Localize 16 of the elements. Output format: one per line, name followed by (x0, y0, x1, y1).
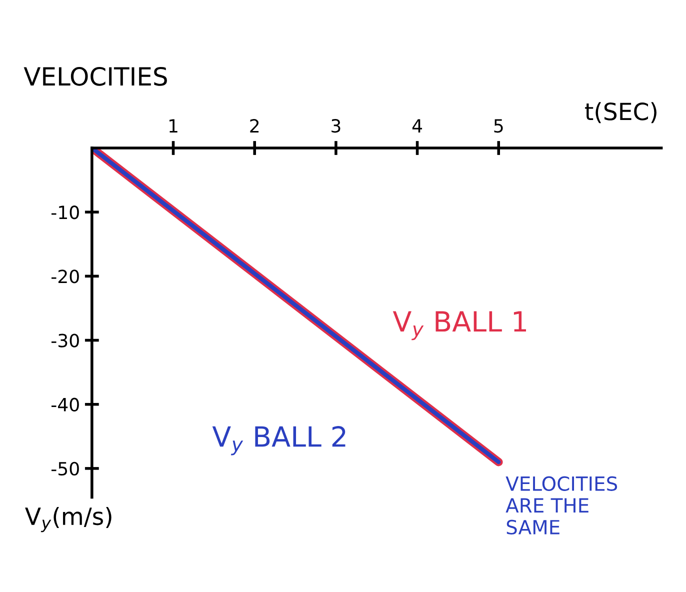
y-tick-label: -30 (52, 334, 79, 348)
text: V$_{y}$ BALL 2 (212, 426, 346, 456)
x-tick-label: 4 (412, 119, 422, 132)
x-tick-label: 2 (250, 119, 259, 132)
y-tick-label: -10 (52, 206, 79, 220)
x-tick-label: 1 (170, 119, 178, 132)
x-axis-title: t(SEC) (585, 102, 656, 124)
y-tick-label: -50 (52, 462, 79, 476)
y-tick-label: -40 (52, 398, 79, 412)
series-label: V$_{y}$ BALL 1 (392, 311, 526, 340)
annotation: VELOCITIES ARE THE SAME (506, 476, 618, 535)
x-tick-label: 3 (332, 119, 340, 133)
x-tick-label: 5 (494, 119, 503, 133)
y-axis-title: V$_{y}$(m/s) (25, 506, 112, 532)
y-tick-label: -20 (52, 270, 79, 284)
chart-title: VELOCITIES (24, 66, 167, 86)
